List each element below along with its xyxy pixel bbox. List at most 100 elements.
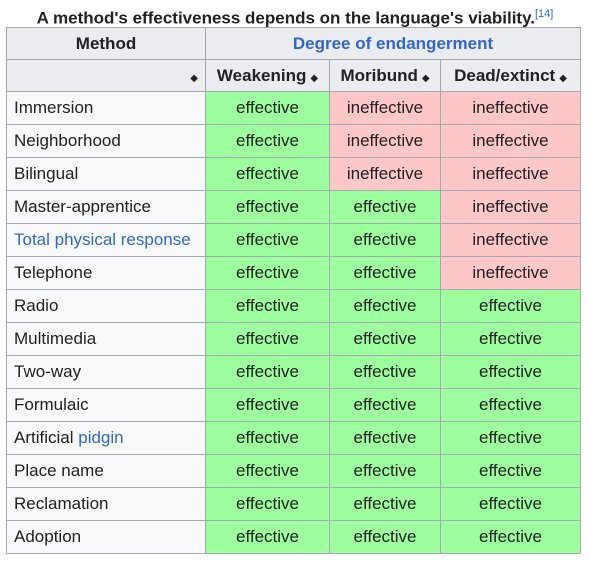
method-name: Adoption — [14, 527, 82, 546]
ineffective-cell: ineffective — [329, 124, 441, 158]
method-link[interactable]: Total physical response — [14, 230, 191, 249]
sort-icon: ◆ — [310, 72, 319, 84]
endangerment-group-header[interactable]: Degree of endangerment — [205, 27, 581, 60]
method-cell: Telephone — [6, 256, 206, 290]
effective-cell: effective — [329, 190, 441, 224]
column-header-moribund[interactable]: Moribund ◆ — [329, 59, 441, 92]
effective-cell: effective — [205, 520, 330, 554]
method-cell: Neighborhood — [6, 124, 206, 158]
effective-cell: effective — [329, 520, 441, 554]
column-header-weakening[interactable]: Weakening ◆ — [205, 59, 330, 92]
method-cell: Two-way — [6, 355, 206, 389]
effectiveness-table: Method Degree of endangerment ◆ Weakenin… — [6, 27, 581, 554]
method-cell: Formulaic — [6, 388, 206, 422]
effective-cell: effective — [329, 388, 441, 422]
ineffective-cell: ineffective — [329, 157, 441, 191]
effective-cell: effective — [205, 157, 330, 191]
table-row: Radio effective effective effective — [6, 289, 581, 323]
effective-cell: effective — [329, 289, 441, 323]
method-name: Telephone — [14, 263, 93, 282]
effective-cell: effective — [329, 355, 441, 389]
effective-cell: effective — [440, 421, 581, 455]
effective-cell: effective — [205, 322, 330, 356]
column-header-dead-extinct[interactable]: Dead/extinct ◆ — [440, 59, 581, 92]
pidgin-link[interactable]: pidgin — [78, 428, 124, 447]
method-cell: Bilingual — [6, 157, 206, 191]
effective-cell: effective — [205, 487, 330, 521]
effective-cell: effective — [329, 421, 441, 455]
method-cell: Multimedia — [6, 322, 206, 356]
effective-cell: effective — [440, 322, 581, 356]
header-row-2: ◆ Weakening ◆ Moribund ◆ Dead/extinct ◆ — [6, 59, 581, 92]
method-name: Neighborhood — [14, 131, 121, 150]
table-row: Bilingual effective ineffective ineffective — [6, 157, 581, 191]
citation-link[interactable]: [14] — [535, 8, 554, 20]
ineffective-cell: ineffective — [440, 256, 581, 290]
method-cell: Radio — [6, 289, 206, 323]
table-caption: A method's effectiveness depends on the … — [0, 0, 590, 28]
method-name: Immersion — [14, 98, 94, 117]
caption-text: A method's effectiveness depends on the … — [36, 8, 535, 28]
table-row: Immersion effective ineffective ineffective — [6, 91, 581, 125]
method-cell: Place name — [6, 454, 206, 488]
method-name: Reclamation — [14, 494, 109, 513]
table-row: Place name effective effective effective — [6, 454, 581, 488]
effective-cell: effective — [205, 256, 330, 290]
effective-cell: effective — [440, 289, 581, 323]
method-name: Two-way — [14, 362, 82, 381]
effective-cell: effective — [440, 454, 581, 488]
method-cell: Artificial pidgin — [6, 421, 206, 455]
table-row: Adoption effective effective effective — [6, 520, 581, 554]
table-row: Two-way effective effective effective — [6, 355, 581, 389]
effective-cell: effective — [205, 388, 330, 422]
effective-cell: effective — [205, 223, 330, 257]
sort-icon: ◆ — [559, 72, 567, 84]
ineffective-cell: ineffective — [329, 91, 441, 125]
header-row-1: Method Degree of endangerment — [6, 27, 581, 60]
table-row: Formulaic effective effective effective — [6, 388, 581, 422]
ineffective-cell: ineffective — [440, 190, 581, 224]
sort-method-button[interactable]: ◆ — [6, 59, 206, 92]
effective-cell: effective — [329, 454, 441, 488]
effective-cell: effective — [440, 355, 581, 389]
effective-cell: effective — [205, 355, 330, 389]
table-row: Neighborhood effective ineffective ineffect… — [6, 124, 581, 158]
table-row: Multimedia effective effective effective — [6, 322, 581, 356]
method-name: Multimedia — [14, 329, 97, 348]
table-row: Telephone effective effective ineffective — [6, 256, 581, 290]
method-cell[interactable]: Total physical response — [6, 223, 206, 257]
method-column-header: Method — [6, 27, 206, 60]
table-row: Total physical response effective effectiv… — [6, 223, 581, 257]
sort-icon: ◆ — [421, 72, 430, 84]
effective-cell: effective — [205, 91, 330, 125]
table-row: Reclamation effective effective effective — [6, 487, 581, 521]
method-cell: Immersion — [6, 91, 206, 125]
method-name: Bilingual — [14, 164, 79, 183]
table-row: Master-apprentice effective effective ineff… — [6, 190, 581, 224]
table-body: Immersion effective ineffective ineffective… — [6, 91, 581, 554]
method-name: Formulaic — [14, 395, 89, 414]
method-name: Place name — [14, 461, 104, 480]
effective-cell: effective — [205, 124, 330, 158]
ineffective-cell: ineffective — [440, 223, 581, 257]
column-label: Dead/extinct — [454, 65, 556, 85]
method-name: Radio — [14, 296, 59, 315]
effective-cell: effective — [205, 190, 330, 224]
method-cell: Master-apprentice — [6, 190, 206, 224]
effective-cell: effective — [440, 388, 581, 422]
method-cell: Adoption — [6, 520, 206, 554]
ineffective-cell: ineffective — [440, 157, 581, 191]
method-name: Artificial — [14, 428, 79, 447]
method-cell: Reclamation — [6, 487, 206, 521]
sort-icon: ◆ — [190, 72, 198, 84]
effective-cell: effective — [329, 487, 441, 521]
effective-cell: effective — [205, 454, 330, 488]
effective-cell: effective — [205, 289, 330, 323]
ineffective-cell: ineffective — [440, 91, 581, 125]
ineffective-cell: ineffective — [440, 124, 581, 158]
effective-cell: effective — [205, 421, 330, 455]
column-label: Weakening — [216, 65, 307, 85]
table-row: Artificial pidgin effective effective effec… — [6, 421, 581, 455]
effective-cell: effective — [440, 487, 581, 521]
effective-cell: effective — [440, 520, 581, 554]
